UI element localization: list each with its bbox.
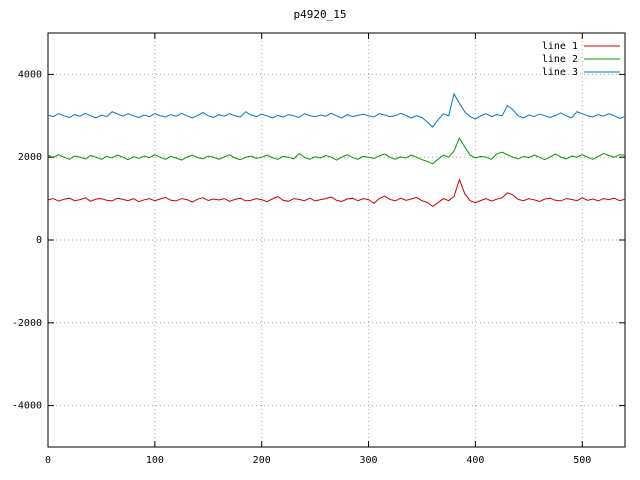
series-line-3: [47, 92, 626, 128]
legend-label: line 3: [542, 67, 578, 78]
x-tick-label: 500: [573, 455, 591, 466]
y-tick-label: -4000: [12, 401, 42, 412]
y-tick-label: 2000: [18, 152, 42, 163]
x-tick-label: 200: [253, 455, 271, 466]
chart-title: p4920_15: [293, 8, 347, 21]
x-tick-label: 100: [146, 455, 164, 466]
legend-label: line 1: [542, 41, 578, 52]
series-line-2: [47, 137, 626, 165]
y-tick-label: 4000: [18, 69, 42, 80]
x-tick-label: 0: [45, 455, 51, 466]
x-tick-label: 400: [466, 455, 484, 466]
x-tick-label: 300: [360, 455, 378, 466]
series-line-1: [47, 178, 626, 208]
y-tick-label: -2000: [12, 318, 42, 329]
legend-label: line 2: [542, 54, 578, 65]
y-tick-label: 0: [36, 235, 42, 246]
